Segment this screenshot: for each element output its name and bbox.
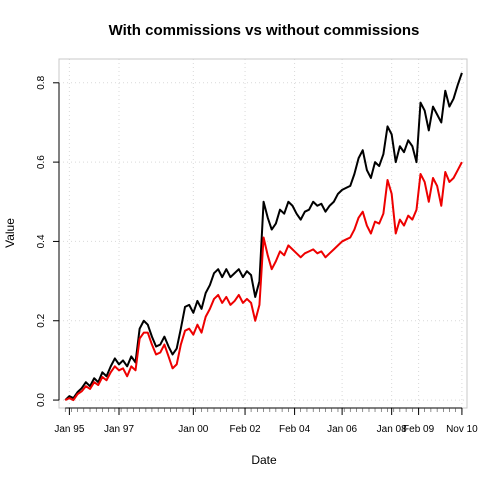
x-tick-label: Feb 04 (279, 424, 311, 435)
x-tick-label: Jan 08 (377, 424, 407, 435)
y-tick-label: 0.0 (36, 393, 47, 407)
y-tick-label: 0.2 (36, 313, 47, 327)
x-tick-label: Jan 95 (54, 424, 84, 435)
x-tick-label: Feb 09 (403, 424, 435, 435)
y-tick-label: 0.8 (36, 75, 47, 89)
x-tick-label: Jan 06 (327, 424, 357, 435)
series-line-1 (64, 72, 463, 401)
y-axis-label: Value (3, 218, 17, 248)
series-group (64, 72, 463, 402)
x-tick-label: Jan 97 (104, 424, 134, 435)
y-axis: 0.0 0.2 0.4 0.6 0.8 (36, 75, 60, 407)
x-tick-label: Nov 10 (446, 424, 478, 435)
x-tick-label: Feb 02 (229, 424, 261, 435)
x-axis: Jan 95 Jan 97 Jan 00 Feb 02 Feb 04 Jan 06 Jan … (54, 407, 478, 435)
y-tick-label: 0.4 (36, 234, 47, 248)
series-line-2 (64, 161, 463, 402)
x-axis-label: Date (251, 453, 277, 467)
x-tick-label: Jan 00 (178, 424, 208, 435)
chart-title: With commissions vs without commissions (109, 22, 420, 39)
y-tick-label: 0.6 (36, 155, 47, 169)
